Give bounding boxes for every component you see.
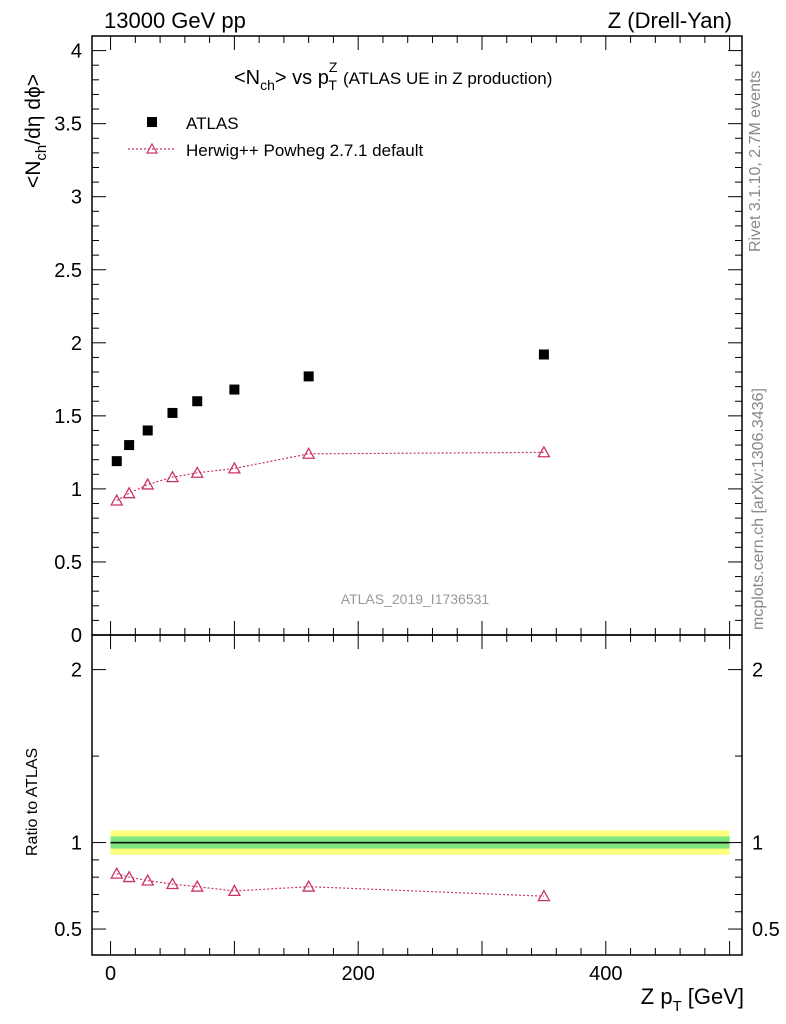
ratio-y-tick-label: 0.5 (54, 919, 82, 941)
mc-point (122, 486, 136, 499)
ratio-y-tick-label: 1 (71, 833, 82, 855)
header-left: 13000 GeV pp (104, 8, 246, 33)
ratio-mc-point (122, 870, 136, 883)
x-tick-label: 200 (342, 963, 375, 985)
mc-point (537, 445, 551, 458)
ratio-panel-frame (91, 634, 743, 956)
main-y-tick-label: 2 (71, 333, 82, 355)
ratio-mc-point (165, 877, 180, 890)
chart-marks: 0 0.5 1 1.5 2 2.5 3 3.5 4 0 200 400 0.5 0.5 1 1 2 2 (54, 35, 780, 985)
main-y-tick-label: 2.5 (54, 260, 82, 282)
mc-point (110, 493, 124, 506)
main-y-tick-label: 3 (71, 187, 82, 209)
main-y-tick-label: 0 (71, 625, 82, 647)
ratio-y-tick-label-right: 1 (752, 833, 763, 855)
source-label: mcplots.cern.ch [arXiv:1306.3436] (750, 388, 767, 630)
x-tick-label: 400 (589, 963, 622, 985)
main-y-label: <Nch/dη dϕ> (22, 74, 50, 188)
ratio-y-tick-label: 2 (71, 660, 82, 682)
ratio-mc-point (227, 884, 241, 897)
x-tick-label: 0 (105, 963, 116, 985)
ratio-mc-point (302, 879, 316, 892)
mc-point (302, 447, 316, 459)
analysis-watermark: ATLAS_2019_I1736531 (341, 591, 490, 607)
legend: ATLAS Herwig++ Powheg 2.7.1 default (128, 114, 423, 160)
atlas-point (167, 407, 178, 418)
legend-mc-label: Herwig++ Powheg 2.7.1 default (186, 141, 423, 160)
header-right: Z (Drell-Yan) (608, 8, 732, 33)
mc-point (190, 465, 204, 478)
ratio-y-label: Ratio to ATLAS (24, 748, 41, 856)
x-axis-label: Z pT [GeV] (641, 984, 744, 1015)
atlas-point (303, 371, 314, 382)
atlas-point (192, 396, 203, 407)
main-title: <Nch> vs pZ T (ATLAS UE in Z production) (234, 59, 552, 93)
ratio-mc-point (190, 879, 204, 892)
legend-atlas-label: ATLAS (186, 114, 239, 133)
legend-mc-marker (145, 142, 159, 154)
mc-point (227, 461, 241, 474)
ratio-mc-point (537, 889, 551, 902)
ratio-y-tick-label-right: 0.5 (752, 919, 780, 941)
atlas-point (229, 384, 240, 395)
main-y-tick-label: 1 (71, 479, 82, 501)
ratio-y-tick-label-right: 2 (752, 660, 763, 682)
main-y-tick-label: 3.5 (54, 114, 82, 136)
mc-point (141, 477, 155, 490)
mc-point (165, 470, 180, 483)
main-y-tick-label: 1.5 (54, 406, 82, 428)
ratio-mc-line (116, 873, 544, 897)
atlas-point (142, 425, 153, 436)
ratio-mc-point (110, 866, 124, 879)
atlas-point (538, 349, 549, 360)
main-y-tick-label: 0.5 (54, 552, 82, 574)
atlas-point (111, 456, 122, 467)
main-y-tick-label: 4 (71, 41, 82, 63)
mc-series-line (116, 451, 544, 502)
atlas-point (124, 440, 135, 451)
ratio-mc-point (141, 873, 155, 886)
legend-atlas-marker (147, 117, 157, 127)
rivet-version-label: Rivet 3.1.10, 2.7M events (747, 71, 764, 252)
